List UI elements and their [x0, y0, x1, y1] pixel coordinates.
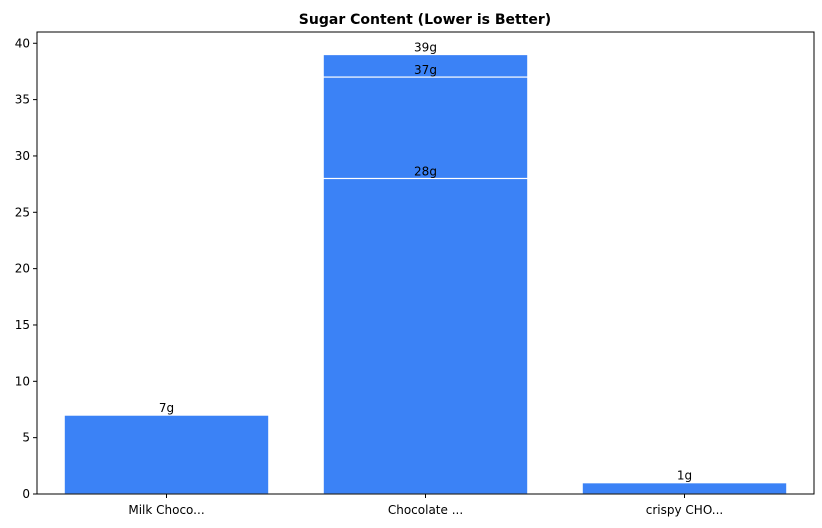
data-label-2-4: 1g [677, 469, 692, 483]
bar-2-4 [581, 482, 788, 495]
data-label-1-2: 37g [414, 63, 437, 77]
y-tick-label: 20 [15, 262, 30, 276]
x-tick-label: Chocolate ... [388, 503, 463, 517]
y-tick-label: 0 [22, 487, 30, 501]
data-label-1-3: 28g [414, 164, 437, 178]
y-tick-label: 10 [15, 374, 30, 388]
y-tick-label: 15 [15, 318, 30, 332]
y-tick-label: 5 [22, 431, 30, 445]
data-label-0-0: 7g [159, 401, 174, 415]
y-tick-label: 40 [15, 36, 30, 50]
x-tick-label: Milk Choco... [128, 503, 204, 517]
y-tick-label: 30 [15, 149, 30, 163]
axes-layer: 0 5 10 15 20 25 30 35 40 Milk Choco... Chocolate .… [15, 31, 815, 517]
y-tick-label: 35 [15, 93, 30, 107]
chart-title: Sugar Content (Lower is Better) [299, 12, 551, 28]
bar-0-0 [63, 414, 270, 495]
bar-1-3 [322, 177, 529, 495]
x-tick-label: crispy CHO... [646, 503, 723, 517]
data-labels-layer: 7g 39g 37g 28g 1g [159, 41, 692, 483]
bars-layer [63, 53, 788, 495]
y-tick-label: 25 [15, 205, 30, 219]
data-label-1-1: 39g [414, 41, 437, 55]
